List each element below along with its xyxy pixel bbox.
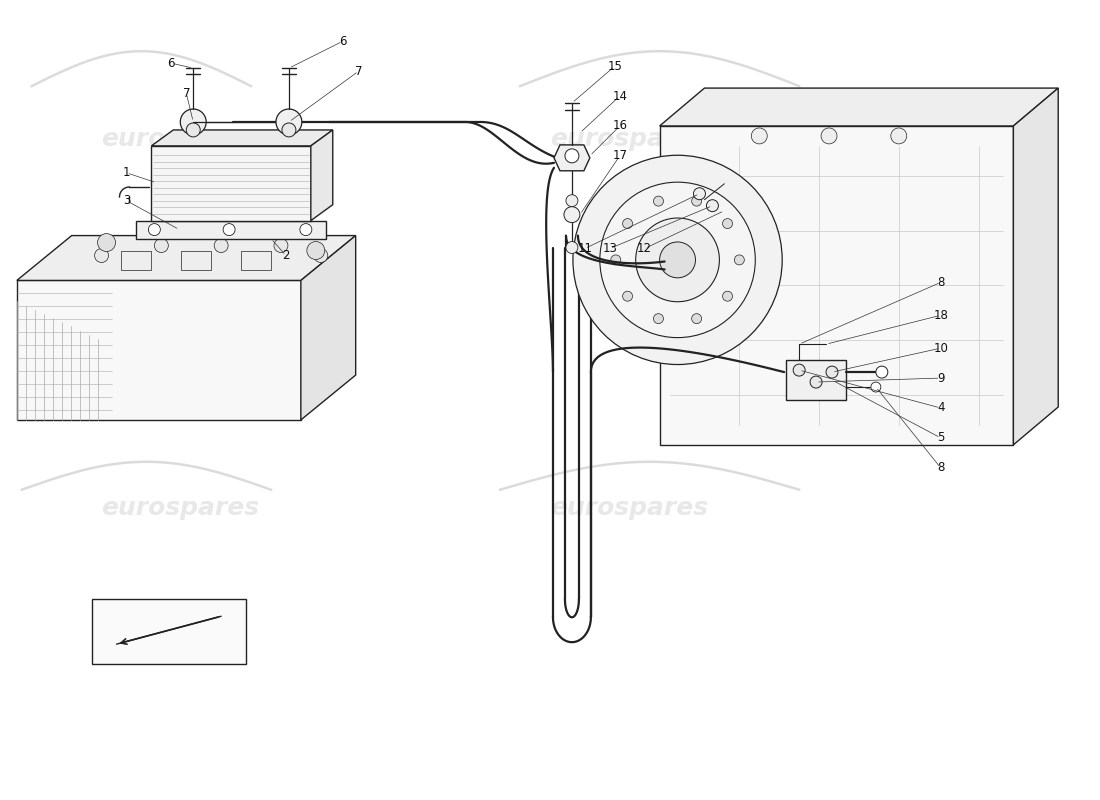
Polygon shape	[660, 126, 1013, 445]
Bar	[241, 250, 271, 270]
Circle shape	[810, 376, 822, 388]
Circle shape	[196, 202, 206, 213]
Circle shape	[692, 196, 702, 206]
Circle shape	[95, 249, 109, 262]
Polygon shape	[660, 88, 1058, 126]
Text: 14: 14	[613, 90, 627, 102]
Polygon shape	[16, 235, 355, 281]
Circle shape	[214, 238, 228, 253]
Text: 6: 6	[339, 34, 346, 48]
Text: eurospares: eurospares	[101, 127, 260, 151]
Circle shape	[148, 224, 161, 235]
Circle shape	[706, 200, 718, 212]
Text: 4: 4	[937, 402, 945, 414]
Text: 11: 11	[578, 242, 593, 255]
Polygon shape	[311, 130, 333, 221]
Circle shape	[274, 238, 288, 253]
Circle shape	[735, 255, 745, 265]
Text: 1: 1	[123, 166, 130, 179]
Circle shape	[314, 249, 328, 262]
Text: 7: 7	[355, 65, 362, 78]
Circle shape	[623, 291, 632, 301]
Circle shape	[826, 366, 838, 378]
Bar	[121, 250, 152, 270]
Circle shape	[653, 196, 663, 206]
Circle shape	[723, 291, 733, 301]
Text: 16: 16	[613, 119, 627, 133]
Text: 12: 12	[637, 242, 652, 255]
Circle shape	[282, 123, 296, 137]
Text: eurospares: eurospares	[101, 496, 260, 520]
Circle shape	[660, 242, 695, 278]
Circle shape	[564, 206, 580, 222]
Bar	[182, 250, 211, 270]
Circle shape	[692, 314, 702, 324]
Polygon shape	[301, 235, 355, 420]
Text: 2: 2	[283, 249, 289, 262]
Circle shape	[793, 364, 805, 376]
Circle shape	[565, 149, 579, 163]
Circle shape	[276, 109, 301, 135]
Circle shape	[876, 366, 888, 378]
Circle shape	[154, 238, 168, 253]
Circle shape	[693, 188, 705, 200]
Circle shape	[610, 255, 620, 265]
Circle shape	[653, 314, 663, 324]
Text: 9: 9	[937, 371, 945, 385]
Circle shape	[723, 218, 733, 229]
Circle shape	[307, 242, 324, 259]
Circle shape	[186, 123, 200, 137]
Circle shape	[821, 128, 837, 144]
Text: 18: 18	[933, 309, 948, 322]
Polygon shape	[16, 281, 301, 420]
Polygon shape	[554, 145, 590, 170]
Circle shape	[573, 155, 782, 365]
Text: 10: 10	[933, 342, 948, 354]
Text: 8: 8	[937, 462, 944, 474]
Text: 6: 6	[167, 57, 175, 70]
Circle shape	[300, 224, 311, 235]
Text: 5: 5	[937, 431, 944, 444]
Text: eurospares: eurospares	[550, 496, 708, 520]
Text: 15: 15	[607, 60, 623, 73]
Text: 8: 8	[937, 276, 944, 289]
Circle shape	[565, 242, 578, 254]
Polygon shape	[136, 221, 326, 238]
Text: 3: 3	[123, 194, 130, 207]
Circle shape	[891, 128, 906, 144]
Text: eurospares: eurospares	[550, 127, 708, 151]
Circle shape	[636, 218, 719, 302]
Text: 7: 7	[183, 86, 190, 99]
Circle shape	[223, 224, 235, 235]
Circle shape	[871, 382, 881, 392]
Polygon shape	[152, 130, 333, 146]
Polygon shape	[152, 146, 311, 221]
Text: 17: 17	[613, 150, 627, 162]
Circle shape	[623, 218, 632, 229]
Circle shape	[98, 234, 116, 251]
Circle shape	[600, 182, 756, 338]
Circle shape	[565, 194, 578, 206]
Circle shape	[751, 128, 767, 144]
Text: 13: 13	[603, 242, 617, 255]
Circle shape	[180, 109, 206, 135]
Polygon shape	[786, 360, 846, 400]
Polygon shape	[1013, 88, 1058, 445]
Bar	[91, 599, 246, 664]
